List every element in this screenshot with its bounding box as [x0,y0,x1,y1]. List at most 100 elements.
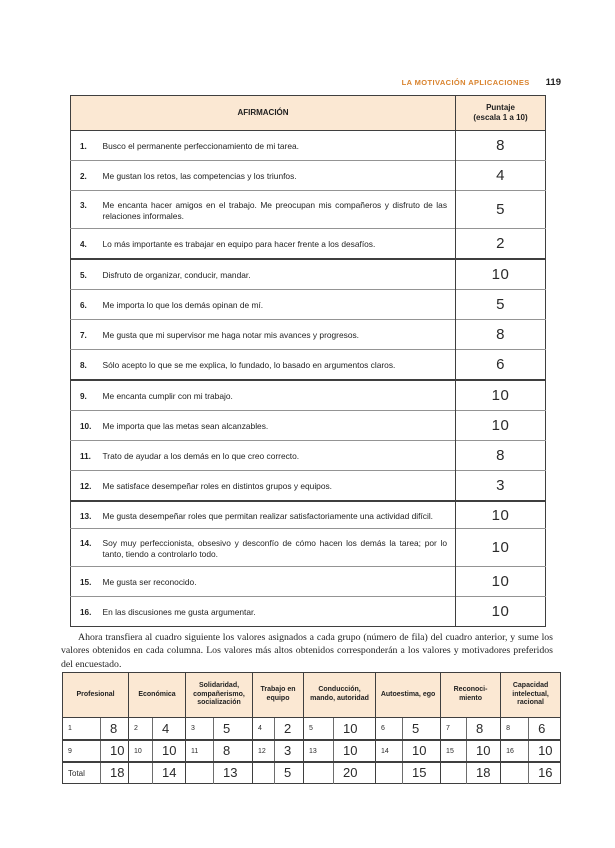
item-number: 14 [375,739,404,762]
summary-total-row: Total 18 14 13 5 20 15 18 16 [62,761,561,784]
summary-header-cell: Conducción, mando, autoridad [303,672,376,718]
affirmation-text: Me gusta que mi supervisor me haga notar… [102,330,360,340]
score-header-line1: Puntaje [486,103,515,112]
empty-cell [440,761,468,784]
summary-header-cell: Económica [127,672,186,718]
item-number: 7 [440,717,468,740]
table-row: 14. Soy muy perfeccionista, obsesivo y d… [70,528,546,567]
item-value: 10 [412,743,427,758]
total-value: 13 [223,765,238,781]
summary-header-cell: Trabajo en equipo [252,672,304,718]
affirmation-text: Me encanta cumplir con mi trabajo. [102,391,233,401]
affirmation-text: En las discusiones me gusta argumentar. [102,607,256,617]
affirmation-text: Sólo acepto lo que se me explica, lo fun… [102,360,396,370]
row-number: 1. [80,142,87,151]
affirmation-text: Me gustan los retos, las competencias y … [102,171,297,181]
item-number: 15 [440,739,468,762]
summary-header-cell: Reconoci-miento [440,672,501,718]
item-number: 2 [128,717,153,740]
table-row: 1. Busco el permanente perfeccionamiento… [70,130,546,161]
page-number: 119 [545,77,561,88]
item-value: 10 [538,743,553,758]
summary-header-cell: Solidaridad, compañerismo, socialización [185,672,253,718]
score-header-line2: (escala 1 a 10) [473,113,528,122]
empty-cell [128,761,153,784]
total-label: Total [62,761,101,784]
table-row: 13. Me gusta desempeñar roles que permit… [70,501,546,529]
affirmation-text: Me gusta ser reconocido. [102,577,197,587]
summary-header-cell: Capacidad intelectual, racional [500,672,561,718]
running-head-title: LA MOTIVACIÓN APLICACIONES [401,78,530,87]
score-value: 10 [455,410,546,441]
total-value: 5 [284,765,292,781]
affirmation-table-header: AFIRMACIÓN Puntaje (escala 1 a 10) [70,95,546,131]
item-number: 13 [303,739,335,762]
table-row: 8. Sólo acepto lo que se me explica, lo … [70,349,546,380]
running-head: LA MOTIVACIÓN APLICACIONES 119 [0,72,561,90]
total-value: 16 [538,765,553,781]
affirmation-text: Me encanta hacer amigos en el trabajo. M… [102,200,448,221]
score-value: 10 [455,528,546,567]
table-row: 16. En las discusiones me gusta argument… [71,596,546,627]
row-number: 9. [80,392,87,401]
row-number: 7. [80,331,87,340]
affirmation-header-cell: AFIRMACIÓN [70,95,456,131]
total-value: 14 [162,765,177,781]
table-row: 10. Me importa que las metas sean alcanz… [70,410,546,441]
row-number: 4. [80,240,87,249]
score-value: 8 [455,319,546,350]
summary-header-cell: Autoestima, ego [375,672,441,718]
item-value: 8 [476,720,484,736]
item-value: 8 [223,743,231,758]
item-number: 8 [500,717,530,740]
total-value: 15 [412,765,427,781]
item-value: 10 [476,743,491,758]
affirmation-text: Me satisface desempeñar roles en distint… [102,481,333,491]
item-value: 10 [343,720,358,736]
item-number: 1 [62,717,101,740]
score-value: 10 [455,259,546,290]
item-number: 5 [303,717,335,740]
score-value: 3 [455,470,546,501]
score-value: 5 [455,289,546,320]
empty-cell [252,761,276,784]
affirmation-text: Me importa que las metas sean alcanzable… [102,421,269,431]
summary-table: Profesional Económica Solidaridad, compa… [62,672,562,784]
table-row: 9. Me encanta cumplir con mi trabajo. 10 [70,380,546,411]
score-value: 2 [455,228,546,259]
item-number: 16 [500,739,530,762]
row-number: 15. [80,578,92,587]
item-number: 6 [375,717,404,740]
table-row: 12. Me satisface desempeñar roles en dis… [70,470,546,501]
item-number: 4 [252,717,276,740]
table-row: 11. Trato de ayudar a los demás en lo qu… [70,440,546,471]
score-value: 10 [455,596,546,627]
affirmation-text: Lo más importante es trabajar en equipo … [102,239,376,249]
item-value: 5 [223,720,231,736]
item-number: 10 [128,739,153,762]
empty-cell [303,761,335,784]
row-number: 12. [80,482,92,491]
table-row: 15. Me gusta ser reconocido. 10 [70,566,546,597]
item-value: 3 [284,743,292,758]
item-value: 5 [412,720,420,736]
affirmation-table: AFIRMACIÓN Puntaje (escala 1 a 10) 1. Bu… [70,95,547,627]
affirmation-text: Soy muy perfeccionista, obsesivo y desco… [102,538,448,559]
row-number: 5. [80,271,87,280]
score-header-cell: Puntaje (escala 1 a 10) [455,95,546,131]
score-value: 10 [455,380,546,411]
row-number: 11. [80,452,91,461]
item-value: 2 [284,720,292,736]
table-row: 7. Me gusta que mi supervisor me haga no… [70,319,546,350]
item-number: 12 [252,739,276,762]
total-value: 20 [343,765,358,781]
item-number: 3 [185,717,215,740]
item-value: 4 [162,720,170,736]
table-row: 6. Me importa lo que los demás opinan de… [70,289,546,320]
affirmation-text: Me gusta desempeñar roles que permitan r… [102,511,434,521]
item-value: 10 [110,743,125,758]
row-number: 3. [80,201,87,210]
score-value: 10 [455,566,546,597]
row-number: 10. [80,422,92,431]
